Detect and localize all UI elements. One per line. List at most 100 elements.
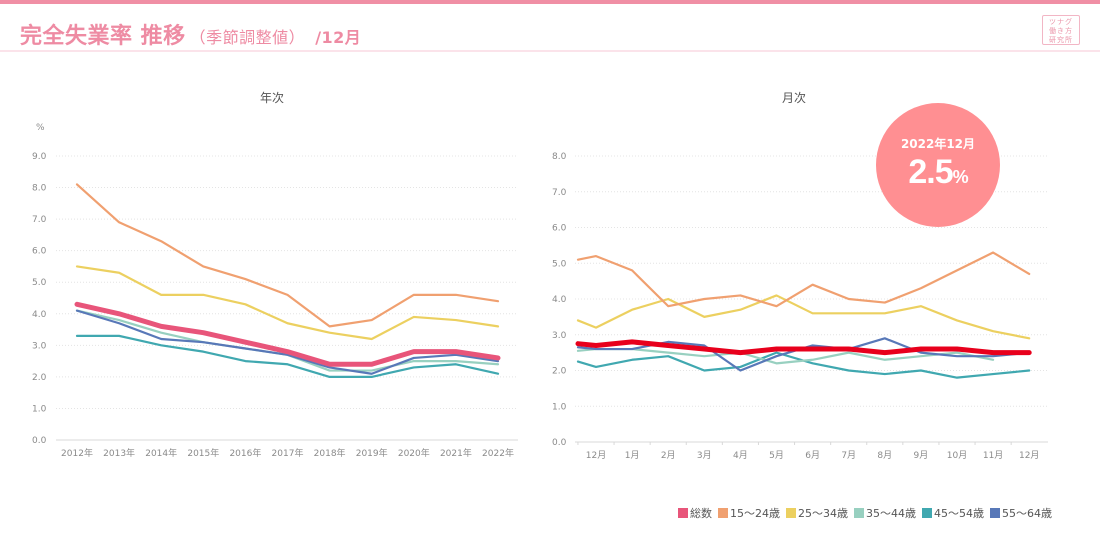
- x-tick-label: 2016年: [229, 447, 261, 459]
- x-tick-label: 2018年: [314, 447, 346, 459]
- x-tick-label: 2021年: [440, 447, 472, 459]
- y-tick-label: 1.0: [32, 404, 47, 414]
- monthly-chart-title: 月次: [782, 91, 806, 105]
- legend-swatch: [678, 508, 688, 518]
- x-tick-label: 2012年: [61, 447, 93, 459]
- legend-item-35-44[interactable]: 35〜44歳: [854, 505, 916, 521]
- logo-line: 研究所: [1049, 36, 1073, 44]
- x-tick-label: 2月: [661, 450, 676, 461]
- legend-item-45-54[interactable]: 45〜54歳: [922, 505, 984, 521]
- legend-swatch: [718, 508, 728, 518]
- x-tick-label: 2014年: [145, 447, 177, 459]
- y-tick-label: 7.0: [32, 215, 47, 225]
- legend-item-25-34[interactable]: 25〜34歳: [786, 505, 848, 521]
- series-line-age25_34: [75, 265, 500, 341]
- x-tick-label: 2017年: [272, 447, 304, 459]
- series-line-age15_24: [75, 183, 500, 328]
- brand-logo: ツナグ 働き方 研究所: [1042, 15, 1080, 45]
- x-tick-label: 2020年: [398, 447, 430, 459]
- y-tick-label: 7.0: [552, 188, 567, 198]
- annual-series: [74, 183, 501, 378]
- series-line-age45_54: [75, 334, 500, 378]
- y-tick-label: 6.0: [552, 224, 567, 234]
- y-tick-label: 4.0: [32, 310, 47, 320]
- series-line-age45_54: [576, 351, 1031, 379]
- y-tick-label: 3.0: [32, 341, 47, 351]
- y-tick-label: 5.0: [32, 278, 47, 288]
- legend-label: 45〜54歳: [934, 507, 984, 520]
- x-tick-label: 4月: [733, 450, 748, 461]
- y-tick-label: 8.0: [32, 184, 47, 194]
- y-tick-label: 9.0: [32, 152, 47, 162]
- x-tick-label: 11月: [983, 450, 1003, 461]
- annual-chart: 年次 % 0.0 1.0 2.0 3.0 4.0 5.0 6.0 7.0 8.0 9.0 2012…: [32, 91, 518, 459]
- y-tick-label: 5.0: [552, 259, 567, 269]
- y-tick-label: 8.0: [552, 152, 567, 162]
- y-tick-label: 0.0: [552, 438, 567, 448]
- x-tick-label: 12月: [586, 450, 606, 461]
- annual-chart-title: 年次: [260, 91, 284, 105]
- title-subtitle: （季節調整値）: [189, 28, 306, 47]
- series-line-age25_34: [576, 294, 1031, 340]
- top-accent-bar: [0, 0, 1100, 4]
- annual-gridlines: [56, 155, 518, 441]
- x-tick-label: 7月: [841, 450, 856, 461]
- legend-item-55-64[interactable]: 55〜64歳: [990, 505, 1052, 521]
- x-tick-label: 2015年: [187, 447, 219, 459]
- monthly-y-ticks: 0.0 1.0 2.0 3.0 4.0 5.0 6.0 7.0 8.0: [552, 152, 567, 448]
- legend-swatch: [854, 508, 864, 518]
- x-tick-label: 6月: [805, 450, 820, 461]
- x-tick-label: 5月: [769, 450, 784, 461]
- x-tick-label: 3月: [697, 450, 712, 461]
- x-tick-label: 10月: [947, 450, 967, 461]
- series-line-total_annual: [74, 301, 501, 367]
- legend-swatch: [786, 508, 796, 518]
- monthly-chart: 月次 0.0 1.0 2.0 3.0 4.0 5.0 6.0 7.0 8.0 12月 1月 2月 3月…: [552, 91, 1048, 461]
- header-divider: [0, 50, 1100, 52]
- y-tick-label: 2.0: [32, 373, 47, 383]
- annual-y-unit: %: [36, 123, 45, 133]
- x-tick-label: 9月: [914, 450, 929, 461]
- y-tick-label: 6.0: [32, 247, 47, 257]
- y-tick-label: 4.0: [552, 295, 567, 305]
- legend-swatch: [922, 508, 932, 518]
- y-tick-label: 3.0: [552, 331, 567, 341]
- x-tick-label: 1月: [625, 450, 640, 461]
- series-line-age55_64: [75, 309, 500, 375]
- badge-value: 2.5%: [876, 153, 1000, 192]
- y-tick-label: 0.0: [32, 436, 47, 446]
- legend-item-total[interactable]: 総数: [678, 505, 712, 521]
- legend-label: 35〜44歳: [866, 507, 916, 520]
- page-header: 完全失業率 推移 （季節調整値） /12月 ツナグ 働き方 研究所: [0, 4, 1100, 50]
- y-tick-label: 1.0: [552, 402, 567, 412]
- title-month: /12月: [315, 28, 362, 47]
- x-tick-label: 2022年: [482, 447, 514, 459]
- monthly-gridlines: [575, 155, 1048, 443]
- x-tick-label: 2019年: [356, 447, 388, 459]
- x-tick-label: 2013年: [103, 447, 135, 459]
- series-line-total_monthly: [575, 339, 1032, 356]
- legend-label: 25〜34歳: [798, 507, 848, 520]
- chart-legend: 総数 15〜24歳 25〜34歳 35〜44歳 45〜54歳 55〜64歳: [678, 505, 1052, 521]
- badge-date: 2022年12月: [900, 137, 976, 151]
- badge-number: 2.5: [908, 153, 953, 191]
- legend-label: 55〜64歳: [1002, 507, 1052, 520]
- series-line-age15_24: [576, 251, 1031, 308]
- y-tick-label: 2.0: [552, 367, 567, 377]
- legend-swatch: [990, 508, 1000, 518]
- annual-y-ticks: 0.0 1.0 2.0 3.0 4.0 5.0 6.0 7.0 8.0 9.0: [32, 152, 47, 446]
- x-tick-label: 12月: [1019, 450, 1039, 461]
- monthly-series: [575, 251, 1032, 379]
- logo-line: 働き方: [1049, 27, 1073, 35]
- x-tick-label: 8月: [877, 450, 892, 461]
- badge-unit: %: [952, 167, 969, 187]
- monthly-x-ticks: 12月 1月 2月 3月 4月 5月 6月 7月 8月 9月 10月 11月 12月: [577, 442, 1039, 461]
- legend-item-15-24[interactable]: 15〜24歳: [718, 505, 780, 521]
- logo-line: ツナグ: [1049, 18, 1073, 26]
- legend-label: 15〜24歳: [730, 507, 780, 520]
- latest-rate-badge: 2022年12月 2.5%: [876, 103, 1000, 227]
- annual-x-ticks: 2012年 2013年 2014年 2015年 2016年 2017年 2018年 2019年…: [61, 447, 514, 459]
- legend-label: 総数: [690, 507, 712, 520]
- page-title: 完全失業率 推移 （季節調整値） /12月: [20, 18, 361, 50]
